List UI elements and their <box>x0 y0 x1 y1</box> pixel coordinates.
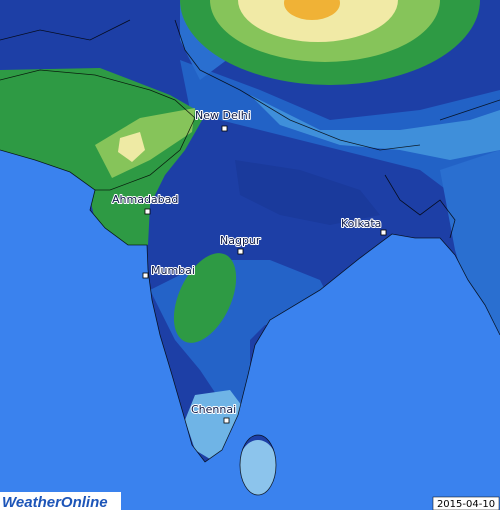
city-label: Chennai <box>191 403 236 416</box>
coastline <box>0 149 500 463</box>
zone-yellow <box>118 132 145 162</box>
city-marker <box>223 417 230 424</box>
logo-box <box>0 492 121 510</box>
border <box>174 19 421 151</box>
city-label: Nagpur <box>220 234 261 247</box>
date-box <box>432 496 500 510</box>
coastline <box>239 434 277 496</box>
date: 2015-04-10 <box>437 499 495 510</box>
city-label: Mumbai <box>151 264 195 277</box>
zone-orange <box>284 0 340 20</box>
city-marker <box>380 229 387 236</box>
zone-yellow <box>238 0 398 42</box>
border <box>0 69 196 191</box>
zone-green <box>173 253 237 343</box>
border <box>384 174 456 239</box>
zone-light-green <box>95 108 195 178</box>
city-label: New Delhi <box>195 109 251 122</box>
city-marker <box>221 125 228 132</box>
zone-light-blue <box>238 440 278 495</box>
city-label: Kolkata <box>341 217 381 230</box>
zone-dark <box>235 160 380 225</box>
zone-mid-blue <box>440 150 500 340</box>
zone-light-blue <box>250 95 500 160</box>
border <box>0 19 131 41</box>
logo: WeatherOnline <box>2 494 108 510</box>
city-marker <box>237 248 244 255</box>
city-label: Ahmadabad <box>112 193 178 206</box>
city-marker <box>144 208 151 215</box>
city-marker <box>142 272 149 279</box>
border <box>439 99 500 121</box>
